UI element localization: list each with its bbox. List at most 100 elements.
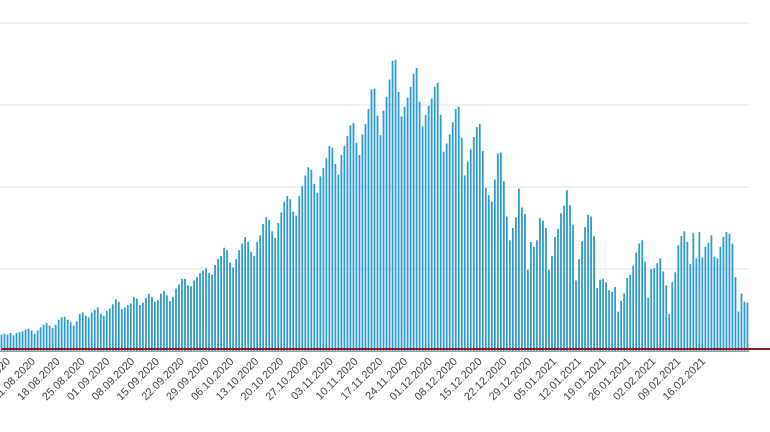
bar bbox=[557, 228, 559, 351]
bar bbox=[373, 88, 376, 351]
bar bbox=[129, 303, 132, 351]
bar bbox=[457, 106, 460, 351]
bar bbox=[325, 158, 328, 351]
bar bbox=[707, 242, 710, 351]
bar bbox=[695, 258, 698, 351]
bar bbox=[472, 136, 475, 351]
bar bbox=[445, 143, 448, 351]
bar bbox=[135, 298, 138, 351]
bar bbox=[385, 96, 388, 351]
bar bbox=[280, 212, 283, 351]
bar bbox=[78, 314, 81, 351]
bar bbox=[51, 328, 54, 351]
bar bbox=[623, 293, 626, 351]
bar bbox=[355, 142, 358, 351]
bar bbox=[352, 123, 355, 351]
bar bbox=[578, 259, 580, 351]
bar bbox=[740, 293, 743, 351]
bar bbox=[310, 169, 313, 351]
bar bbox=[57, 319, 60, 351]
bar bbox=[42, 324, 45, 351]
bar bbox=[63, 316, 66, 351]
bar bbox=[638, 243, 641, 351]
bar bbox=[596, 287, 598, 351]
bar bbox=[728, 233, 731, 351]
bar bbox=[388, 79, 391, 351]
bar bbox=[151, 296, 153, 351]
bar bbox=[39, 327, 42, 351]
bar bbox=[111, 304, 114, 351]
bar bbox=[45, 323, 48, 351]
bar bbox=[656, 263, 659, 351]
bar bbox=[283, 201, 286, 351]
bar bbox=[382, 110, 385, 352]
bar bbox=[138, 305, 141, 351]
bar bbox=[241, 243, 244, 351]
bar bbox=[265, 217, 268, 351]
bar bbox=[262, 223, 265, 351]
bar bbox=[117, 301, 120, 351]
bar bbox=[662, 271, 665, 351]
bar bbox=[141, 302, 144, 351]
bar bbox=[421, 126, 424, 351]
bar bbox=[123, 307, 126, 351]
bar bbox=[511, 228, 514, 351]
bar bbox=[301, 186, 304, 351]
bar bbox=[433, 86, 436, 352]
bar bbox=[229, 262, 232, 351]
bar bbox=[126, 305, 129, 351]
bar bbox=[238, 250, 241, 351]
bar bbox=[96, 307, 99, 351]
bar bbox=[75, 321, 78, 351]
bar bbox=[608, 290, 611, 351]
bar bbox=[184, 278, 186, 351]
bar bbox=[572, 224, 574, 351]
bar bbox=[370, 89, 373, 352]
bar bbox=[178, 284, 180, 351]
bar bbox=[271, 231, 274, 351]
bar bbox=[331, 147, 334, 351]
bar bbox=[346, 136, 349, 351]
bar bbox=[394, 59, 397, 352]
bar bbox=[454, 109, 457, 351]
bar bbox=[533, 246, 535, 351]
bar bbox=[21, 331, 24, 351]
bar bbox=[295, 215, 298, 351]
bar bbox=[54, 324, 57, 351]
bar bbox=[244, 237, 247, 351]
bar bbox=[704, 246, 707, 351]
bar bbox=[187, 285, 189, 351]
bar bbox=[247, 241, 250, 351]
x-axis-tick-labels: 04.08.202011.08.202018.08.202025.08.2020… bbox=[0, 356, 708, 403]
bar bbox=[680, 236, 683, 351]
bar bbox=[208, 273, 210, 351]
bar bbox=[60, 317, 63, 351]
bar bbox=[475, 127, 478, 351]
bar bbox=[72, 325, 75, 351]
bar bbox=[448, 134, 451, 351]
bar bbox=[193, 280, 195, 351]
bar bbox=[653, 268, 656, 351]
bar bbox=[451, 122, 454, 351]
bar bbox=[469, 149, 472, 351]
bar bbox=[505, 216, 508, 351]
bar bbox=[361, 134, 364, 351]
bar bbox=[108, 308, 111, 351]
bar bbox=[527, 269, 529, 351]
bar bbox=[490, 201, 493, 351]
bar bbox=[154, 301, 156, 351]
bar bbox=[689, 264, 692, 351]
bar bbox=[677, 245, 680, 351]
bar bbox=[644, 261, 647, 351]
bar bbox=[674, 272, 677, 351]
bar bbox=[3, 333, 6, 351]
bar bbox=[587, 214, 589, 351]
bar bbox=[539, 218, 541, 351]
bar bbox=[629, 274, 632, 351]
bar bbox=[563, 205, 565, 351]
bar bbox=[551, 255, 553, 351]
bar bbox=[48, 325, 51, 351]
bar bbox=[313, 183, 316, 351]
bar bbox=[686, 241, 689, 351]
bar bbox=[737, 311, 740, 351]
